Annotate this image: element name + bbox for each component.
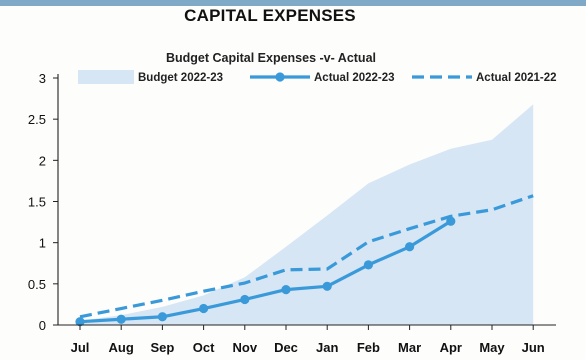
top-border-band [0,0,586,6]
page-title: CAPITAL EXPENSES [184,6,356,25]
y-tick-label: 1 [39,236,46,251]
actual-2022-23-point [281,284,291,295]
x-tick-label: Jun [522,340,545,355]
x-tick-label: Aug [109,340,134,355]
legend-label-budget: Budget 2022-23 [138,72,223,84]
actual-2022-23-point [75,317,85,327]
actual-2022-23-point [446,216,456,226]
legend-entry-actual-2021-22: Actual 2021-22 [412,72,557,84]
actual-2022-23-point [116,314,126,324]
actual-2022-23-point [157,312,167,322]
actual-2022-23-point [322,281,332,291]
y-tick-label: 0 [39,318,46,333]
x-tick-label: Apr [440,340,462,355]
y-tick-label: 0.5 [28,277,46,292]
chart-title: Budget Capital Expenses -v- Actual [166,51,376,65]
x-tick-label: Sep [150,340,174,355]
actual-2021-22-line [79,194,534,319]
legend-label-actual-2022-23: Actual 2022-23 [314,72,395,84]
legend: Budget 2022-23 Actual 2022-23 Actual 2021-… [78,70,557,84]
actual-2022-23-point [405,242,415,252]
budget-area [80,104,534,325]
x-tick-label: Oct [193,340,215,355]
actual-2022-23-point [199,303,209,314]
x-tick-label: Jan [316,340,338,355]
actual-2022-23-point [363,260,373,270]
x-tick-label: Nov [233,340,258,355]
y-tick-label: 1.5 [28,195,46,210]
x-tick-label: Dec [274,340,298,355]
x-tick-label: Feb [357,340,380,355]
y-tick-label: 3 [39,71,46,86]
x-tick-label: May [479,340,505,355]
plot-area [75,104,534,327]
x-tick-label: Jul [71,340,90,355]
legend-marker-actual-2022-23 [275,72,285,82]
y-tick-label: 2 [39,153,46,168]
x-tick-label: Mar [398,340,421,355]
legend-label-actual-2021-22: Actual 2021-22 [476,72,557,84]
axes: 0 0.5 1 1.5 2 2.5 3 Jul Aug Sep Oct Nov Dec Jan Feb Mar… [28,71,556,355]
y-tick-label: 2.5 [28,112,46,127]
legend-entry-actual-2022-23: Actual 2022-23 [250,72,395,84]
actual-2022-23-point [240,294,250,305]
legend-swatch-budget [78,70,134,84]
actual-2022-23-line [79,219,452,324]
legend-entry-budget: Budget 2022-23 [78,70,223,84]
